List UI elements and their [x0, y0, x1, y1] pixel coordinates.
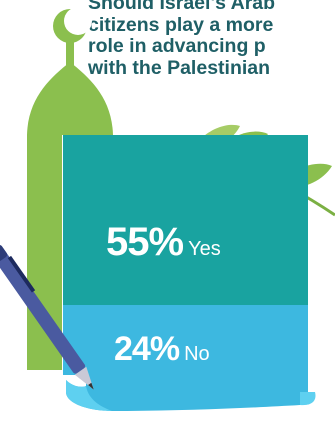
yes-value-label: 55%: [106, 220, 184, 264]
no-block: [63, 305, 316, 411]
question-line-4: with the Palestinian: [88, 56, 271, 79]
question-line-2: citizens play a more: [88, 13, 274, 36]
question-line-1: Should Israel's Arab: [88, 0, 276, 14]
minaret-dome-icon: [27, 42, 113, 370]
pen-icon: [0, 245, 94, 390]
question-heading: Should Israel's Arab citizens play a mor…: [0, 0, 335, 100]
crescent-icon: [53, 7, 92, 43]
no-value-label: 24%: [114, 330, 180, 368]
no-category-label: No: [184, 343, 210, 365]
yes-stat: 55% Yes: [106, 220, 221, 265]
question-line-3: role in advancing p: [88, 35, 266, 57]
yes-block: [63, 135, 308, 305]
no-stat: 24% No: [114, 330, 210, 369]
question-text: Should Israel's Arab citizens play a mor…: [88, 0, 275, 79]
yes-category-label: Yes: [188, 238, 221, 260]
